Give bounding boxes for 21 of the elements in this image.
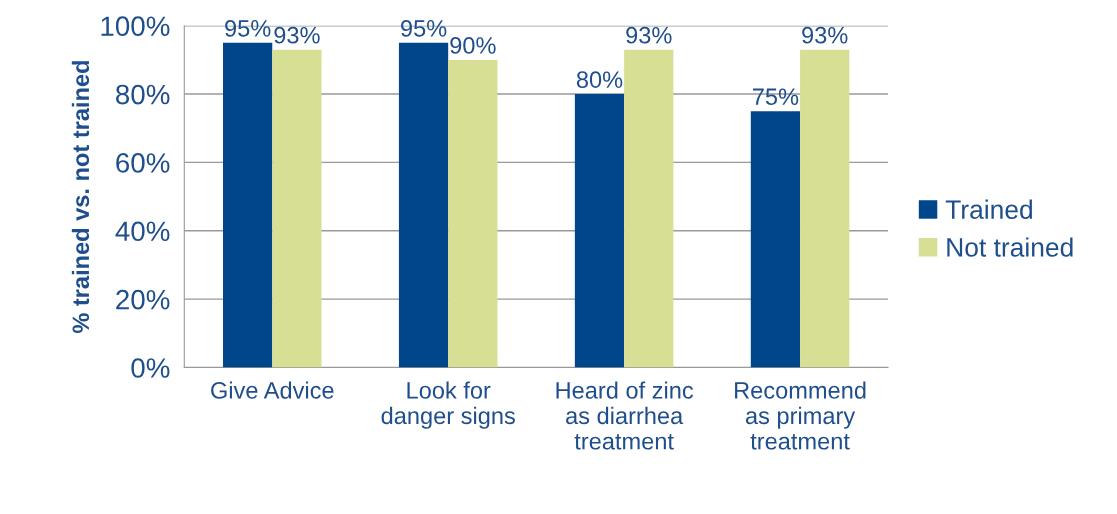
y-tick-label: 100% bbox=[101, 16, 170, 37]
x-tick-label: Look for danger signs bbox=[381, 381, 515, 429]
data-label: 90% bbox=[450, 37, 496, 54]
y-tick-label: 40% bbox=[115, 221, 170, 242]
data-label: 93% bbox=[274, 26, 320, 44]
data-label: 95% bbox=[401, 20, 447, 37]
data-label: 80% bbox=[576, 71, 623, 89]
y-tick-label: 80% bbox=[116, 84, 170, 105]
data-label: 93% bbox=[626, 26, 672, 44]
y-tick-label: 20% bbox=[116, 289, 170, 310]
legend-label: Trained bbox=[945, 199, 1032, 219]
y-tick-label: 0% bbox=[131, 358, 170, 378]
data-label: 93% bbox=[802, 26, 848, 44]
y-axis-title: % trained vs. not trained bbox=[71, 61, 90, 334]
legend-label: Not trained bbox=[947, 237, 1073, 257]
x-tick-label: Give Advice bbox=[211, 381, 334, 399]
x-tick-label: Heard of zinc as diarrhea treatment bbox=[556, 381, 694, 450]
y-tick-label: 60% bbox=[116, 153, 170, 173]
data-label: 95% bbox=[225, 20, 271, 37]
x-tick-label: Recommend as primary treatment bbox=[735, 381, 866, 450]
data-label: 75% bbox=[753, 88, 799, 106]
